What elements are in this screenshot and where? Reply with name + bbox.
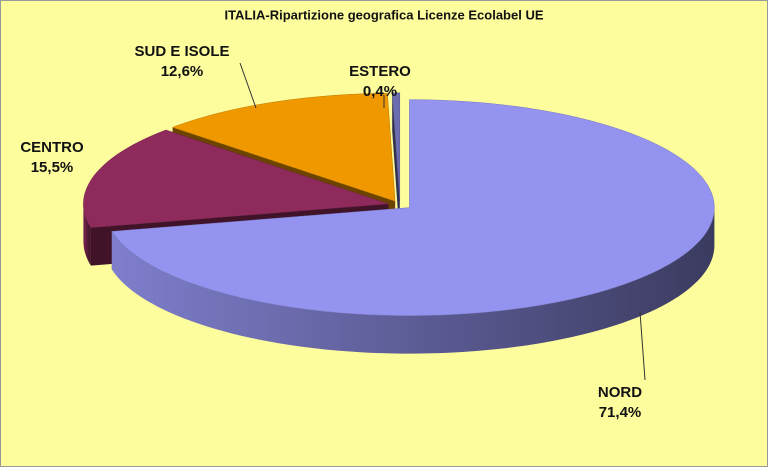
slice-label: NORD xyxy=(598,384,642,401)
value-label: 15,5% xyxy=(31,159,74,176)
slice-label: SUD E ISOLE xyxy=(134,43,229,60)
slice-wall xyxy=(111,207,715,354)
value-label: 0,4% xyxy=(363,83,397,100)
value-label: 71,4% xyxy=(599,404,642,421)
slice-wall xyxy=(83,203,91,266)
slice-top xyxy=(83,129,389,228)
slice xyxy=(111,99,715,354)
leader-line xyxy=(639,311,646,381)
leader-line xyxy=(239,62,257,109)
slice-label: CENTRO xyxy=(20,139,84,156)
slice-top xyxy=(111,99,715,316)
slice xyxy=(391,92,401,239)
slice-top xyxy=(391,92,401,201)
slice-label: ESTERO xyxy=(349,63,411,80)
slice-top xyxy=(171,92,396,202)
slice-side xyxy=(392,92,400,239)
value-label: 12,6% xyxy=(161,63,204,80)
chart-title: ITALIA-Ripartizione geografica Licenze E… xyxy=(224,7,543,22)
